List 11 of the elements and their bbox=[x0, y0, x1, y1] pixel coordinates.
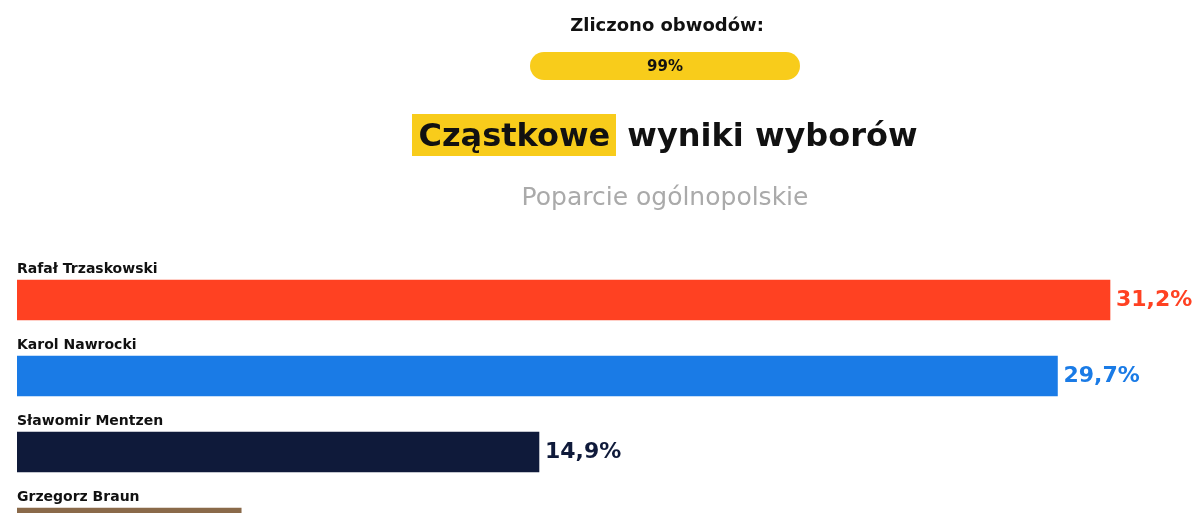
y-tick-label: Grzegorz Braun bbox=[17, 487, 140, 504]
y-tick-label: Karol Nawrocki bbox=[17, 335, 137, 352]
chart-subtitle: Poparcie ogólnopolskie bbox=[520, 182, 810, 211]
data-label: 31,2% bbox=[1115, 285, 1193, 311]
chart-title: Cząstkowe wyniki wyborów bbox=[417, 115, 919, 156]
text: 99% bbox=[646, 57, 684, 75]
data-label: 14,9% bbox=[544, 437, 622, 463]
y-tick-label: Rafał Trzaskowski bbox=[17, 259, 158, 276]
text: Zliczono obwodów: bbox=[569, 14, 765, 35]
data-label: 29,7% bbox=[1063, 361, 1140, 387]
y-tick-label: Sławomir Mentzen bbox=[17, 411, 164, 428]
